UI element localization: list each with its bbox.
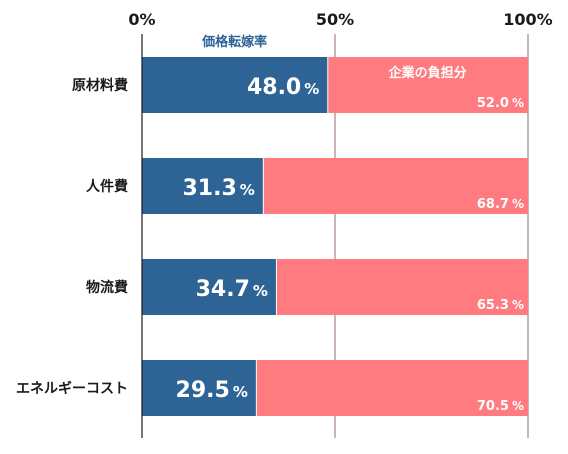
bar-company-burden (328, 57, 528, 113)
bar-price-pass-through (142, 259, 276, 315)
category-label: エネルギーコスト (16, 380, 128, 397)
bar-price-pass-through (142, 57, 328, 113)
bar-company-burden (256, 360, 528, 416)
bar-company-burden (276, 259, 528, 315)
bar-price-pass-through (142, 360, 256, 416)
data-label-company-burden: 70.5% (477, 399, 524, 414)
category-label: 人件費 (86, 178, 128, 195)
data-label-price-pass-through: 29.5% (176, 378, 248, 403)
x-tick-label: 50% (316, 10, 354, 29)
data-label-price-pass-through: 34.7% (196, 277, 268, 302)
series-label-company-burden: 企業の負担分 (388, 65, 467, 81)
bar-company-burden (263, 158, 528, 214)
x-tick-label: 100% (503, 10, 552, 29)
data-label-price-pass-through: 31.3% (183, 176, 255, 201)
category-label: 原材料費 (72, 77, 128, 94)
data-label-company-burden: 52.0% (477, 96, 524, 111)
x-tick-label: 0% (128, 10, 155, 29)
data-label-company-burden: 65.3% (477, 298, 524, 313)
category-label: 物流費 (86, 279, 128, 296)
data-label-company-burden: 68.7% (477, 197, 524, 212)
series-label-price-pass-through: 価格転嫁率 (201, 34, 267, 50)
data-label-price-pass-through: 48.0% (247, 75, 319, 100)
bar-price-pass-through (142, 158, 263, 214)
